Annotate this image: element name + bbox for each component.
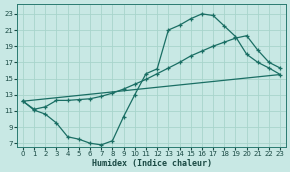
X-axis label: Humidex (Indice chaleur): Humidex (Indice chaleur) [92,159,212,168]
